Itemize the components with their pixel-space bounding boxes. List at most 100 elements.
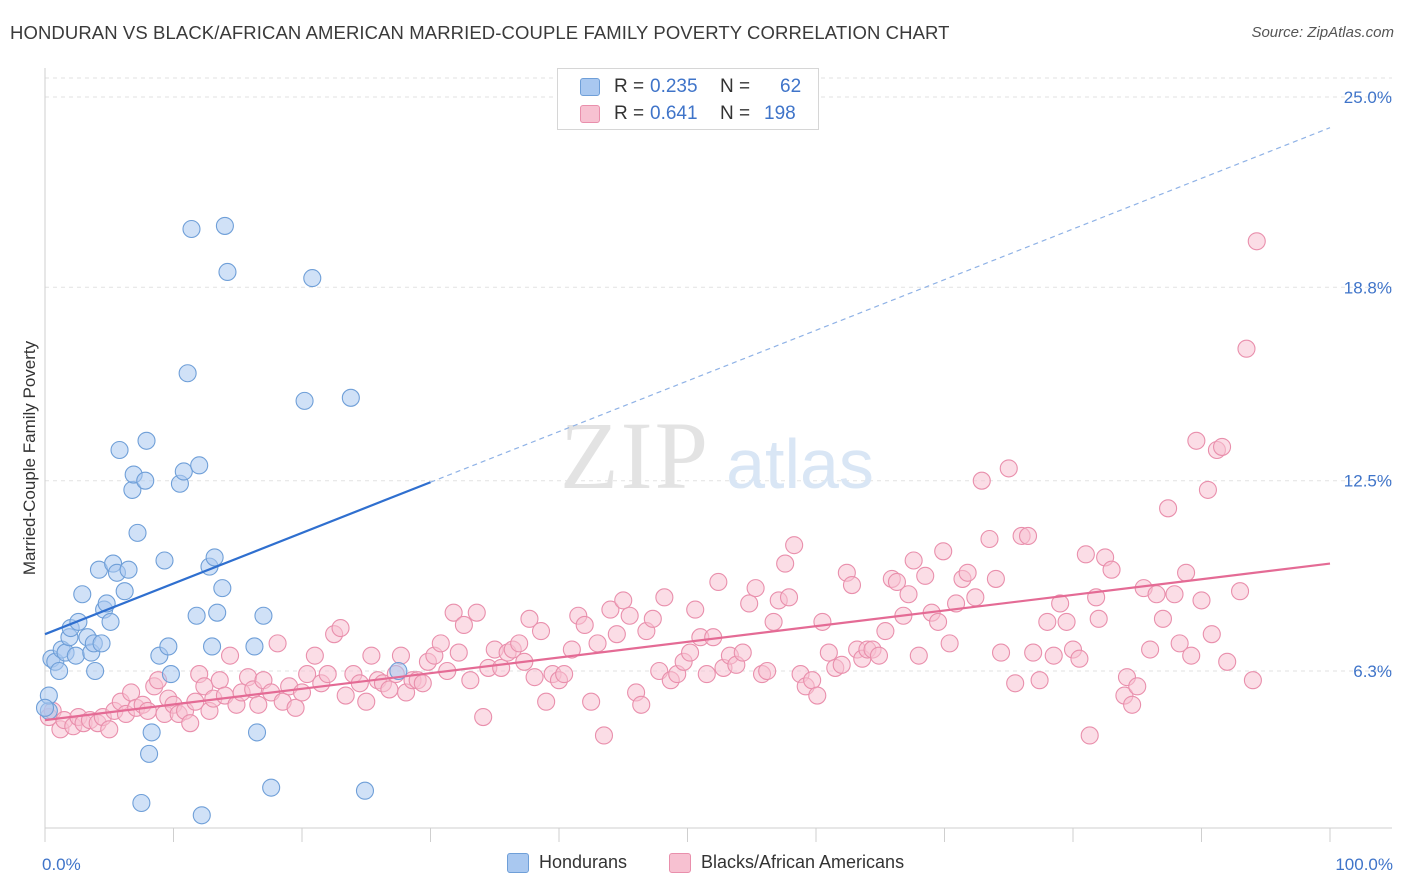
legend-label-hondurans: Hondurans xyxy=(539,852,628,872)
trend-line-hondurans xyxy=(44,481,431,636)
data-point xyxy=(249,695,268,714)
watermark-atlas: atlas xyxy=(726,425,874,503)
y-tick-label: 25.0% xyxy=(1344,88,1392,107)
r-label: R = xyxy=(614,76,645,97)
legend-item-blacks[interactable]: Blacks/African Americans xyxy=(669,852,904,873)
data-point xyxy=(607,625,626,644)
data-point xyxy=(575,615,594,635)
trend-line-hondurans-extension xyxy=(430,127,1331,483)
data-point xyxy=(869,646,889,665)
data-point xyxy=(454,615,473,635)
watermark: ZIP atlas xyxy=(560,402,874,509)
stats-row-hondurans: R = 0.235 N = 62 xyxy=(580,74,801,100)
data-point xyxy=(764,612,783,631)
data-point xyxy=(904,551,923,570)
n-value: 198 xyxy=(764,103,796,124)
data-point xyxy=(876,622,895,641)
data-point xyxy=(305,646,324,665)
data-point xyxy=(934,542,953,561)
x-tick-labels: 0.0% 100.0% xyxy=(42,855,1393,874)
data-point xyxy=(128,523,147,542)
data-point xyxy=(1024,643,1043,662)
data-point xyxy=(203,637,222,656)
data-point xyxy=(1153,609,1172,628)
hondurans-swatch xyxy=(580,78,600,96)
data-point xyxy=(119,560,138,579)
axes xyxy=(44,68,1392,842)
data-point xyxy=(655,588,674,607)
data-point xyxy=(292,683,312,702)
data-point xyxy=(614,591,633,610)
data-point xyxy=(132,793,151,813)
y-tick-label: 6.3% xyxy=(1353,662,1392,681)
trend-line-blacks xyxy=(44,562,1331,722)
data-point xyxy=(35,698,55,717)
data-point xyxy=(785,536,804,555)
data-point xyxy=(1213,437,1232,456)
data-point xyxy=(159,637,178,656)
data-point xyxy=(318,665,337,684)
data-point xyxy=(776,554,795,573)
data-point xyxy=(1128,677,1147,696)
data-point xyxy=(1070,649,1089,668)
data-point xyxy=(210,671,229,690)
data-point xyxy=(220,646,240,665)
data-point xyxy=(1089,609,1108,628)
n-label: N = xyxy=(720,103,751,124)
data-point xyxy=(355,781,375,800)
data-point xyxy=(510,634,529,653)
data-point xyxy=(588,634,607,653)
data-point xyxy=(819,643,838,662)
data-point xyxy=(208,603,227,622)
data-point xyxy=(808,686,827,705)
data-point xyxy=(1102,560,1121,579)
data-point xyxy=(138,701,157,720)
data-point xyxy=(268,634,287,653)
data-point xyxy=(520,609,539,628)
data-point xyxy=(620,606,639,625)
data-point xyxy=(1237,339,1256,358)
data-point xyxy=(531,622,551,641)
data-point xyxy=(474,707,493,727)
trend-lines xyxy=(44,127,1331,722)
data-point xyxy=(262,778,281,797)
data-point xyxy=(174,462,193,481)
data-point xyxy=(295,391,314,410)
data-point xyxy=(733,643,752,662)
data-point xyxy=(980,529,999,549)
data-point xyxy=(137,431,156,450)
data-point xyxy=(1165,585,1184,604)
data-point xyxy=(1123,695,1142,714)
data-point xyxy=(254,606,273,625)
data-point xyxy=(1018,526,1038,545)
data-point xyxy=(303,269,322,288)
x-tick-label-max: 100.0% xyxy=(1335,855,1393,874)
data-point xyxy=(492,658,511,677)
data-point xyxy=(298,665,317,684)
data-point xyxy=(1231,582,1250,601)
data-point xyxy=(245,637,264,656)
data-point xyxy=(632,695,651,714)
data-point xyxy=(940,634,959,653)
data-point xyxy=(449,643,468,662)
data-point xyxy=(1051,594,1070,613)
legend-item-hondurans[interactable]: Hondurans xyxy=(507,852,627,873)
data-point xyxy=(50,661,69,681)
stats-box: R = 0.235 N = 62 R = 0.641 N = 198 xyxy=(557,68,819,130)
series-blacks-african-americans xyxy=(39,232,1266,745)
data-point xyxy=(192,806,211,825)
data-point xyxy=(331,618,350,638)
data-point xyxy=(709,572,728,592)
data-point xyxy=(336,686,355,705)
data-point xyxy=(161,665,180,684)
data-point xyxy=(115,582,134,601)
data-point xyxy=(1182,646,1201,665)
data-point xyxy=(190,456,209,475)
data-point xyxy=(182,219,201,239)
data-point xyxy=(594,726,614,745)
y-tick-labels: 6.3% 12.5% 18.8% 25.0% xyxy=(1344,88,1392,681)
data-point xyxy=(803,671,822,690)
data-point xyxy=(813,612,832,631)
data-point xyxy=(73,585,92,604)
y-tick-label: 12.5% xyxy=(1344,472,1392,491)
